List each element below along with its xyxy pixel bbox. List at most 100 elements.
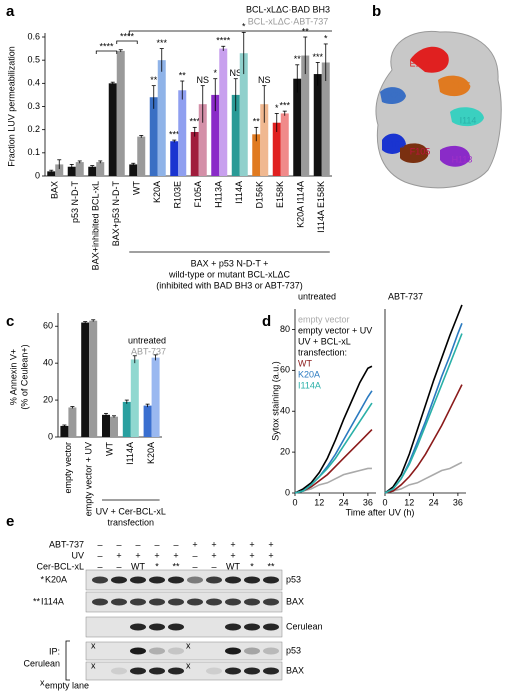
treatment-mark: – (173, 539, 178, 549)
residue-patch (410, 46, 449, 73)
bar (89, 320, 98, 437)
bar (280, 113, 289, 176)
blot (85, 569, 283, 681)
panel-letter: e (6, 513, 14, 530)
band-label: BAX (286, 596, 304, 606)
ip-label: Cerulean (23, 658, 60, 668)
band (130, 598, 146, 606)
band (130, 576, 146, 584)
x-tick-label: WT (132, 181, 142, 195)
band (111, 576, 127, 584)
comparison-label: **** (120, 31, 135, 41)
significance-label: NS (196, 75, 209, 85)
x-tick-label: BAX (50, 181, 60, 199)
treatment-mark: – (192, 561, 197, 571)
bar (68, 407, 77, 437)
bar (157, 60, 166, 176)
y-tick-label: 40 (43, 358, 53, 368)
x-tick-label: 24 (339, 497, 349, 507)
residue-label: I114 (460, 115, 477, 125)
bar (47, 171, 56, 176)
bar (219, 48, 228, 177)
x-tick-label: 12 (404, 497, 414, 507)
significance-label: *** (279, 101, 290, 111)
ip-bracket (65, 640, 70, 681)
legend-label: K20A (298, 369, 320, 379)
y-tick-label: 0.2 (27, 124, 40, 134)
y-axis-label: % Annexin V+ (8, 349, 18, 405)
band (168, 647, 184, 655)
line (294, 402, 373, 494)
panel-letter: a (6, 3, 15, 20)
band (225, 667, 241, 675)
band (149, 667, 165, 675)
legend-title: UV + BCL-xL (298, 336, 351, 346)
legend-label: untreated (128, 335, 166, 345)
x-tick-label: 24 (429, 497, 439, 507)
bar (122, 401, 131, 437)
x-tick-label: K20A I114A (296, 181, 306, 228)
treatment-mark: – (192, 550, 197, 560)
legend-title: transfection: (298, 347, 347, 357)
significance-label: *** (312, 52, 323, 62)
y-tick-label: 60 (43, 321, 53, 331)
empty-lane-mark: x (186, 640, 191, 650)
band (149, 598, 165, 606)
band (168, 623, 184, 631)
treatment-mark: + (268, 539, 273, 549)
line (294, 365, 373, 494)
band (244, 576, 260, 584)
treatment-mark: + (154, 550, 159, 560)
empty-lane-mark: x (91, 640, 96, 650)
bar (60, 425, 69, 437)
bar (190, 131, 199, 176)
x-tick-label: F105A (193, 181, 203, 208)
treatment-mark: – (116, 539, 121, 549)
group-line (128, 30, 332, 36)
treatment-mark: – (154, 539, 159, 549)
group-label: transfection (108, 517, 155, 527)
treatment-label: Cer-BCL-xL (36, 561, 84, 571)
band (225, 598, 241, 606)
residue-patch (438, 75, 470, 97)
treatment-mark: WT (131, 561, 145, 571)
band (149, 623, 165, 631)
treatment-mark: + (249, 539, 254, 549)
band (168, 576, 184, 584)
line (384, 304, 463, 494)
y-tick-label: 80 (280, 324, 290, 334)
y-tick-label: 20 (43, 394, 53, 404)
significance-label: * (242, 22, 246, 32)
line (384, 384, 463, 494)
x-tick-label: WT (104, 442, 114, 456)
treatment-mark: + (173, 550, 178, 560)
mutant-label: I114A (41, 596, 64, 606)
band-label: p53 (286, 645, 301, 655)
x-tick-label: 0 (382, 497, 387, 507)
treatment-mark: WT (226, 561, 240, 571)
band (244, 598, 260, 606)
group-label: wild-type or mutant BCL-xLΔC (168, 269, 291, 279)
band (130, 647, 146, 655)
residue-patch (400, 143, 429, 163)
band (130, 623, 146, 631)
band (130, 667, 146, 675)
treatment-mark: + (135, 550, 140, 560)
bar (301, 55, 310, 176)
bar (313, 74, 322, 176)
x-tick-label: empty vector + UV (84, 442, 94, 516)
band (263, 576, 279, 584)
bar (67, 166, 76, 176)
band (225, 623, 241, 631)
band (206, 576, 222, 584)
band (263, 623, 279, 631)
footnote-mark: x (40, 677, 45, 687)
treatment-mark: – (135, 539, 140, 549)
band (111, 598, 127, 606)
band (149, 647, 165, 655)
residue-label: R103 (383, 139, 405, 149)
group-label: BAX + p53 N-D-T + (191, 258, 269, 268)
treatment-mark: – (97, 561, 102, 571)
band (225, 576, 241, 584)
